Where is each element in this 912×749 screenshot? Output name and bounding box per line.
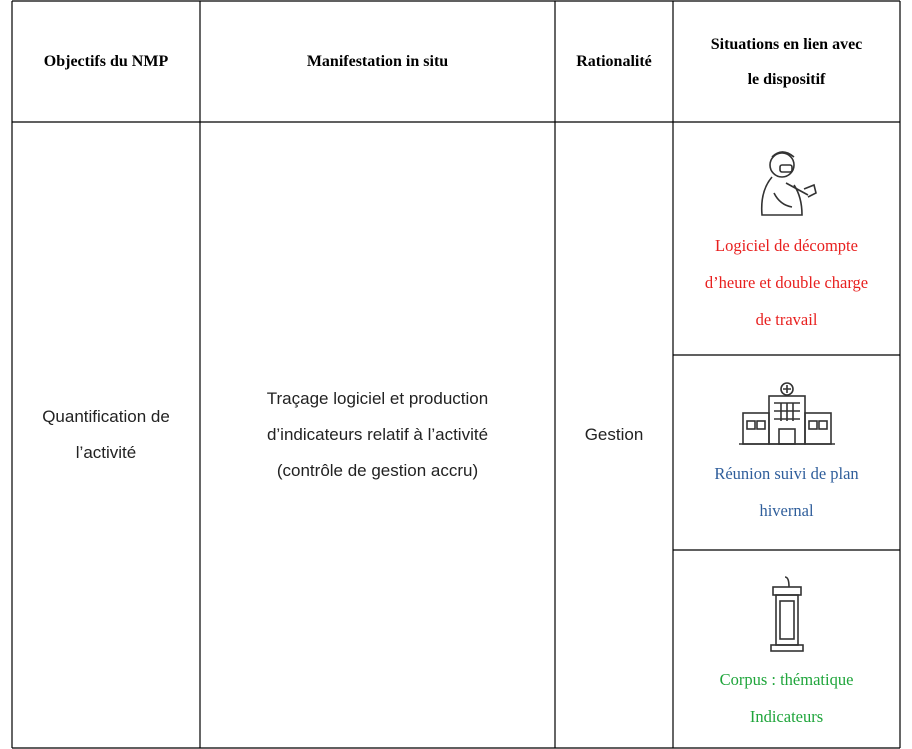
header-text: Situations en lien avec xyxy=(710,35,863,53)
header-cell: Manifestation in situ xyxy=(200,1,555,122)
nurse-icon xyxy=(760,151,817,216)
situation-cell: Logiciel de décompte d’heure et double ch… xyxy=(673,122,900,355)
header-text: Manifestation in situ xyxy=(306,53,449,70)
cell-text: Quantification de xyxy=(42,407,170,426)
hospital-icon xyxy=(738,381,835,445)
rationality-cell: Gestion xyxy=(555,122,673,748)
lectern-icon xyxy=(769,576,804,652)
situation-text: hivernal xyxy=(759,500,814,520)
header-cell: Situations en lien avec le dispositif xyxy=(673,1,900,122)
situation-cell: Corpus : thématique Indicateurs xyxy=(673,550,900,748)
situation-text: Corpus : thématique xyxy=(719,670,854,689)
header-cell: Rationalité xyxy=(555,1,673,122)
cell-text: l’activité xyxy=(75,443,137,462)
header-text: Objectifs du NMP xyxy=(43,53,169,70)
situation-cell: Réunion suivi de plan hivernal xyxy=(673,355,900,550)
objective-cell: Quantification de l’activité xyxy=(12,122,200,748)
situation-text: Réunion suivi de plan xyxy=(714,463,859,483)
cell-text: Gestion xyxy=(584,425,644,444)
situation-text: d’heure et double charge xyxy=(704,273,869,292)
cell-text: (contrôle de gestion accru) xyxy=(276,461,479,480)
cell-text: d’indicateurs relatif à l’activité xyxy=(266,425,489,444)
cell-text: Traçage logiciel et production xyxy=(266,389,489,408)
situation-text: Indicateurs xyxy=(749,707,824,726)
situation-text: Logiciel de décompte xyxy=(715,236,858,255)
header-cell: Objectifs du NMP xyxy=(12,1,200,122)
header-text: le dispositif xyxy=(747,70,826,88)
manifestation-cell: Traçage logiciel et production d’indicate… xyxy=(200,122,555,748)
situation-text: de travail xyxy=(755,310,818,329)
header-text: Rationalité xyxy=(576,53,652,70)
